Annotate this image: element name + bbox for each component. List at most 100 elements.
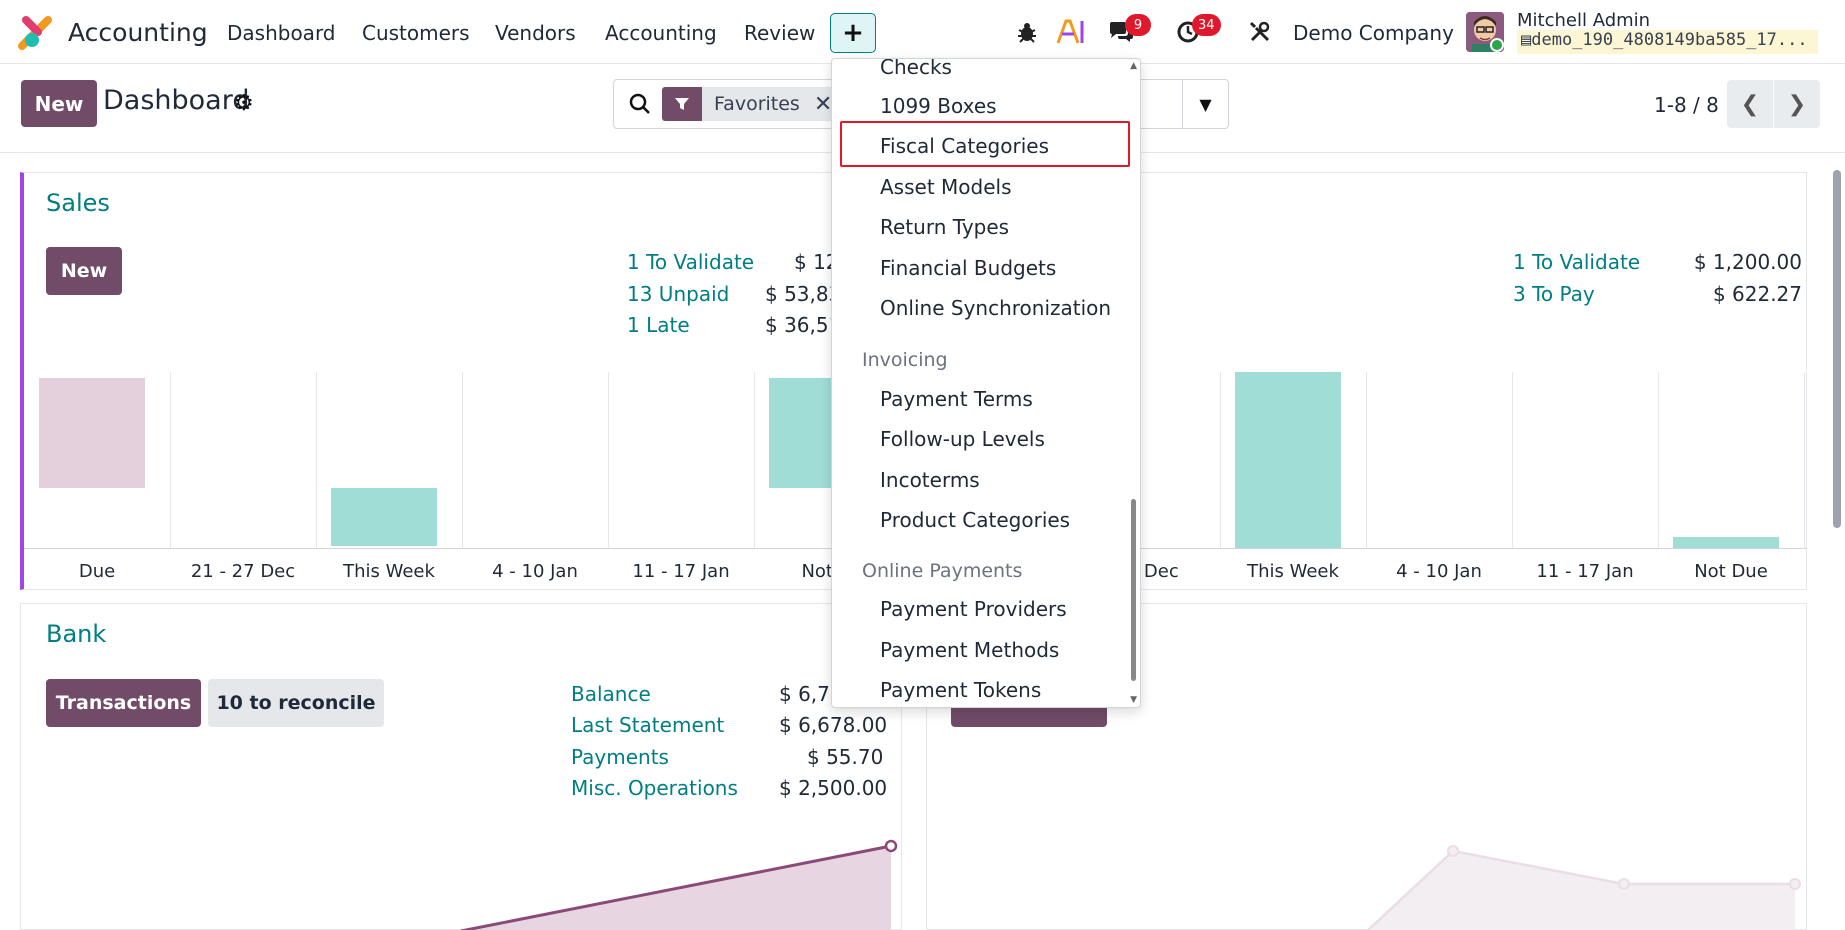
sales-bar[interactable] <box>331 488 437 546</box>
gear-icon[interactable]: ⚙ <box>234 91 254 116</box>
sales-late-link[interactable]: 1 Late <box>627 313 690 337</box>
menu-item-product-categories[interactable]: Product Categories <box>880 508 1071 532</box>
menu-review[interactable]: Review <box>744 21 816 45</box>
sales-late-amount: $ 36,51 <box>765 313 842 337</box>
app-name[interactable]: Accounting <box>68 18 208 47</box>
bank-payments-label[interactable]: Payments <box>571 745 669 769</box>
purchase-gridline <box>1220 372 1221 548</box>
purchase-bar-label: Not Due <box>1694 561 1768 582</box>
purchase-gridline <box>1512 372 1513 548</box>
new-button[interactable]: New <box>21 80 97 127</box>
purchase-to-pay-link[interactable]: 3 To Pay <box>1513 282 1595 306</box>
highlight-box <box>840 121 1130 167</box>
sales-unpaid-amount: $ 53,83 <box>765 282 842 306</box>
purchase-gridline <box>1366 372 1367 548</box>
pager-value[interactable]: 1-8 / 8 <box>1654 93 1719 117</box>
page-title: Dashboard <box>103 85 250 116</box>
sales-card-title[interactable]: Sales <box>46 189 110 217</box>
pager-next-chevron-right-icon[interactable]: ❯ <box>1774 80 1820 128</box>
sales-unpaid-link[interactable]: 13 Unpaid <box>627 282 730 306</box>
sales-new-button[interactable]: New <box>46 247 122 295</box>
purchase-to-validate-amount: $ 1,200.00 <box>1693 250 1802 274</box>
menu-item-asset-models[interactable]: Asset Models <box>880 175 1012 199</box>
second-bank-chart-point <box>1789 878 1801 890</box>
bank-last-statement-amount: $ 6,678.00 <box>779 713 888 737</box>
sales-gridline <box>608 372 609 548</box>
second-bank-chart-point <box>1447 845 1459 857</box>
bank-chart-point <box>884 839 898 853</box>
sales-bar[interactable] <box>39 378 145 488</box>
menu-accounting[interactable]: Accounting <box>605 21 717 45</box>
menu-item-incoterms[interactable]: Incoterms <box>880 468 980 492</box>
sales-gridline <box>170 372 171 548</box>
second-bank-line-chart <box>1366 845 1801 930</box>
accounting-logo-icon[interactable] <box>18 14 54 50</box>
sales-bar-label: 4 - 10 Jan <box>492 561 578 582</box>
purchase-to-pay-amount: $ 622.27 <box>1712 282 1802 306</box>
transactions-button[interactable]: Transactions <box>46 679 201 727</box>
database-icon: ▤ <box>1521 30 1532 50</box>
purchase-bar-label: 11 - 17 Jan <box>1536 561 1634 582</box>
sales-bar-label: Due <box>78 561 116 582</box>
sales-gridline <box>462 372 463 548</box>
debug-bug-icon[interactable] <box>1009 14 1045 50</box>
scroll-down-arrow-icon[interactable]: ▼ <box>1130 695 1137 705</box>
reconcile-button[interactable]: 10 to reconcile <box>208 679 384 727</box>
purchase-gridline <box>1658 372 1659 548</box>
menu-item-checks[interactable]: Checks <box>880 58 952 79</box>
favorites-facet[interactable]: Favorites ✕ <box>662 87 843 121</box>
bank-misc-operations-amount: $ 2,500.00 <box>779 776 888 800</box>
purchase-bar-label: This Week <box>1247 561 1339 582</box>
user-name[interactable]: Mitchell Admin <box>1517 10 1651 31</box>
menu-item-payment-tokens[interactable]: Payment Tokens <box>880 678 1042 702</box>
menu-item-financial-budgets[interactable]: Financial Budgets <box>880 256 1057 280</box>
purchase-to-validate-link[interactable]: 1 To Validate <box>1513 250 1641 274</box>
sales-bar-label: 11 - 17 Jan <box>632 561 730 582</box>
company-switcher[interactable]: Demo Company <box>1293 21 1454 45</box>
menu-customers[interactable]: Customers <box>362 21 470 45</box>
second-bank-chart-point <box>1618 878 1630 890</box>
menu-item-1099-boxes[interactable]: 1099 Boxes <box>880 94 997 118</box>
configuration-plus-button[interactable]: + <box>830 13 876 53</box>
messages-count-badge: 9 <box>1125 14 1151 36</box>
menu-item-payment-providers[interactable]: Payment Providers <box>880 597 1067 621</box>
purchase-bar[interactable] <box>1235 372 1341 548</box>
menu-item-follow-up-levels[interactable]: Follow-up Levels <box>880 427 1045 451</box>
filter-icon <box>662 87 702 121</box>
activities-count-badge: 34 <box>1192 14 1221 36</box>
bank-card-title[interactable]: Bank <box>46 620 107 648</box>
menu-item-online-synchronization[interactable]: Online Synchronization <box>880 296 1112 320</box>
search-icon[interactable] <box>628 92 652 116</box>
bank-misc-operations-label[interactable]: Misc. Operations <box>571 776 738 800</box>
search-options-caret-down-icon[interactable]: ▼ <box>1182 80 1228 128</box>
facet-label: Favorites <box>702 87 810 121</box>
settings-tools-icon[interactable] <box>1242 14 1278 50</box>
menu-item-payment-terms[interactable]: Payment Terms <box>880 387 1033 411</box>
purchase-bar-label: 4 - 10 Jan <box>1396 561 1482 582</box>
top-navbar: Accounting Dashboard Customers Vendors A… <box>0 0 1845 64</box>
page-scrollbar[interactable] <box>1833 170 1841 528</box>
bank-last-statement-label[interactable]: Last Statement <box>571 713 725 737</box>
pager-previous-chevron-left-icon[interactable]: ❮ <box>1727 80 1773 128</box>
configuration-dropdown-menu: Checks 1099 Boxes Fiscal Categories Asse… <box>831 58 1141 708</box>
bank-journal-card: Bank Transactions 10 to reconcile Balanc… <box>20 603 902 930</box>
sales-gridline <box>754 372 755 548</box>
dropdown-scrollbar[interactable] <box>1131 499 1136 681</box>
sales-to-validate-link[interactable]: 1 To Validate <box>627 250 755 274</box>
menu-vendors[interactable]: Vendors <box>495 21 576 45</box>
purchase-bar[interactable] <box>1673 537 1779 548</box>
scroll-up-arrow-icon[interactable]: ▲ <box>1130 61 1137 71</box>
section-header-invoicing: Invoicing <box>862 349 948 371</box>
menu-item-payment-methods[interactable]: Payment Methods <box>880 638 1060 662</box>
sales-bar-label: 21 - 27 Dec <box>190 561 296 582</box>
database-label: demo_190_4808149ba585_17... <box>1531 30 1808 50</box>
purchase-gridline <box>1804 372 1805 548</box>
menu-item-fiscal-categories[interactable]: Fiscal Categories <box>880 134 1049 158</box>
database-name: ▤demo_190_4808149ba585_17... <box>1517 30 1818 54</box>
menu-item-return-types[interactable]: Return Types <box>880 215 1010 239</box>
bank-payments-amount: $ 55.70 <box>807 745 884 769</box>
sales-gridline <box>316 372 317 548</box>
ai-icon[interactable] <box>1053 14 1089 50</box>
menu-dashboard[interactable]: Dashboard <box>227 21 336 45</box>
bank-balance-label[interactable]: Balance <box>571 682 651 706</box>
